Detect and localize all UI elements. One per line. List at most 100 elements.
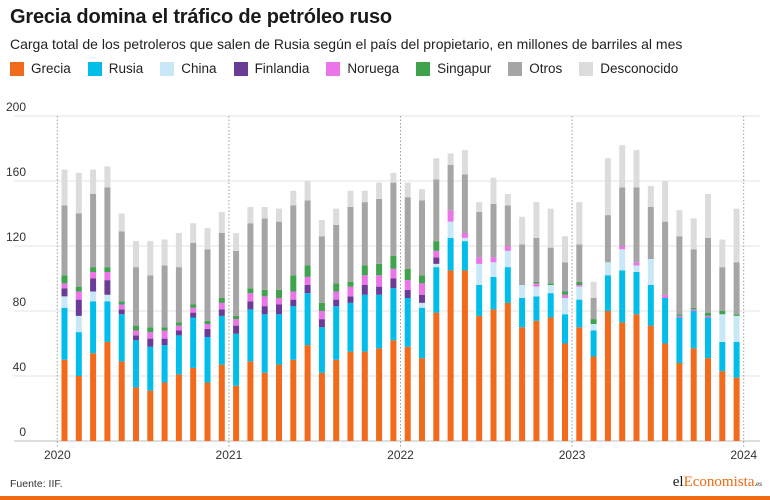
bar-segment <box>233 319 240 326</box>
y-tick-label: 40 <box>13 360 27 374</box>
bar-segment <box>318 372 325 441</box>
legend-swatch <box>326 61 341 76</box>
bar-segment <box>647 325 654 441</box>
chart-subtitle: Carga total de los petroleros que salen … <box>10 36 683 52</box>
bar-segment <box>75 299 82 316</box>
legend-swatch <box>160 61 175 76</box>
bar-segment <box>562 298 568 315</box>
bar-segment <box>61 205 68 276</box>
bar-segment <box>647 259 654 285</box>
bar-segment <box>461 174 468 233</box>
bar-segment <box>190 307 197 313</box>
bar-segment <box>304 265 311 277</box>
bar-segment <box>647 285 654 326</box>
bar-segment <box>90 272 97 279</box>
bar-segment <box>161 345 168 383</box>
bar-segment <box>290 299 297 307</box>
bar-segment <box>261 314 268 373</box>
bar-segment <box>390 278 397 289</box>
bar-segment <box>233 325 240 334</box>
bar-segment <box>347 351 354 441</box>
bar-segment <box>290 291 297 300</box>
bar-segment <box>204 328 211 337</box>
bar-segment <box>404 346 411 441</box>
bar-segment <box>147 241 154 276</box>
bar-segment <box>433 257 440 264</box>
bar-segment <box>519 285 526 298</box>
bar-segment <box>633 187 640 263</box>
bar-segment <box>576 286 583 300</box>
bar-segment <box>161 382 168 441</box>
bar-segment <box>733 208 740 263</box>
legend-swatch <box>233 61 248 76</box>
bar-segment <box>619 249 626 271</box>
bar-segment <box>633 314 640 441</box>
bar-segment <box>161 338 168 346</box>
bar-segment <box>261 207 268 219</box>
bar-segment <box>376 182 383 199</box>
bar-segment <box>75 291 82 300</box>
bar-segment <box>547 247 554 284</box>
bar-segment <box>204 382 211 441</box>
bar-segment <box>218 211 225 233</box>
bar-segment <box>519 244 526 285</box>
bar-segment <box>218 302 225 310</box>
bar-segment <box>705 194 711 238</box>
bar-segment <box>118 314 125 362</box>
bar-segment <box>733 314 740 316</box>
legend-label: Grecia <box>31 61 71 76</box>
bar-segment <box>318 236 325 303</box>
bar-segment <box>604 311 611 441</box>
bar-segment <box>347 281 354 287</box>
legend-item: Noruega <box>326 61 399 76</box>
bar-segment <box>419 307 425 359</box>
bar-segment <box>490 177 497 204</box>
bar-segment <box>433 250 440 258</box>
bar-segment <box>533 237 540 282</box>
bar-segment <box>104 272 111 281</box>
bar-segment <box>504 246 511 251</box>
bar-segment <box>719 314 726 342</box>
bar-segment <box>304 285 311 294</box>
bar-segment <box>690 311 697 349</box>
bar-segment <box>705 315 711 318</box>
bar-segment <box>447 164 454 211</box>
bar-segment <box>404 298 411 347</box>
bar-segment <box>261 306 268 315</box>
bar-segment <box>104 187 111 268</box>
bar-segment <box>333 299 340 307</box>
legend-swatch <box>416 61 431 76</box>
bar-segment <box>719 311 726 315</box>
bar-segment <box>347 296 354 303</box>
bar-segment <box>161 327 168 331</box>
bar-segment <box>218 298 225 303</box>
bar-segment <box>333 208 340 225</box>
bar-segment <box>104 166 111 188</box>
bar-segment <box>562 262 568 292</box>
bar-segment <box>519 327 526 441</box>
bar-segment <box>461 241 468 271</box>
bar-segment <box>619 187 626 246</box>
bar-segment <box>662 294 669 298</box>
bar-segment <box>461 233 468 238</box>
bar-segment <box>133 325 139 331</box>
legend-swatch <box>579 61 594 76</box>
bar-segment <box>361 294 368 352</box>
bar-segment <box>547 283 554 285</box>
bar-segment <box>318 220 325 237</box>
bar-segment <box>647 185 654 207</box>
bar-segment <box>476 257 483 264</box>
bar-segment <box>61 307 68 360</box>
bar-segment <box>533 320 540 441</box>
bar-segment <box>118 304 125 310</box>
bar-segment <box>461 270 468 441</box>
bar-segment <box>90 291 97 302</box>
bar-segment <box>61 275 68 284</box>
bar-segment <box>276 221 282 290</box>
bar-segment <box>175 374 182 441</box>
bar-segment <box>547 208 554 248</box>
bar-segment <box>75 172 82 214</box>
bar-segment <box>247 361 254 441</box>
y-tick-label: 0 <box>19 425 26 439</box>
bar-segment <box>547 293 554 318</box>
